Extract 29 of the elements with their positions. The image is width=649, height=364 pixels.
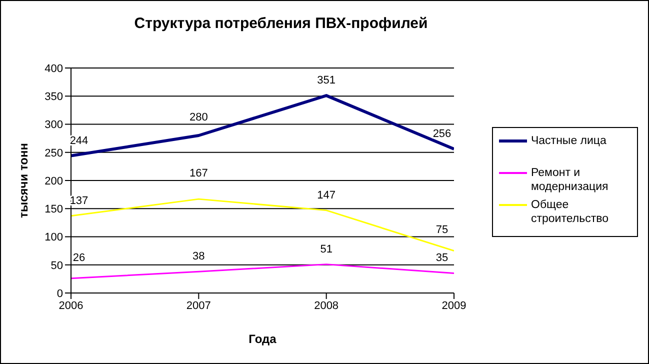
y-tick-label: 100	[44, 232, 63, 244]
y-tick-label: 0	[56, 288, 63, 300]
legend-label: Частные лица	[531, 134, 606, 148]
data-label: 167	[189, 168, 208, 180]
data-label: 280	[189, 111, 208, 124]
data-label: 38	[192, 250, 205, 263]
y-tick-label: 50	[50, 260, 63, 272]
legend-label: Ремонт и модернизация	[531, 166, 610, 194]
x-tick-label: 2009	[442, 300, 466, 312]
data-label: 147	[317, 189, 336, 202]
y-tick-label: 150	[44, 204, 63, 216]
data-label: 35	[436, 252, 448, 264]
x-tick-label: 2008	[314, 300, 339, 312]
x-tick-label: 2007	[186, 300, 211, 312]
chart-title: Структура потребления ПВХ-профилей	[133, 15, 429, 32]
y-axis-title: тысячи тонн	[16, 142, 30, 218]
y-tick-label: 250	[44, 147, 63, 160]
data-label: 256	[432, 128, 452, 140]
y-tick-label: 400	[44, 62, 63, 75]
x-axis-title: Года	[248, 332, 277, 346]
data-label: 75	[436, 224, 448, 236]
y-tick-label: 200	[44, 175, 63, 188]
data-label: 51	[320, 243, 332, 256]
y-tick-label: 350	[44, 91, 63, 104]
legend-label: Общее строительство	[531, 198, 610, 226]
data-label: 26	[72, 252, 86, 264]
y-tick-label: 300	[44, 119, 63, 132]
x-tick-label: 2006	[58, 300, 84, 312]
data-label: 351	[317, 74, 336, 87]
